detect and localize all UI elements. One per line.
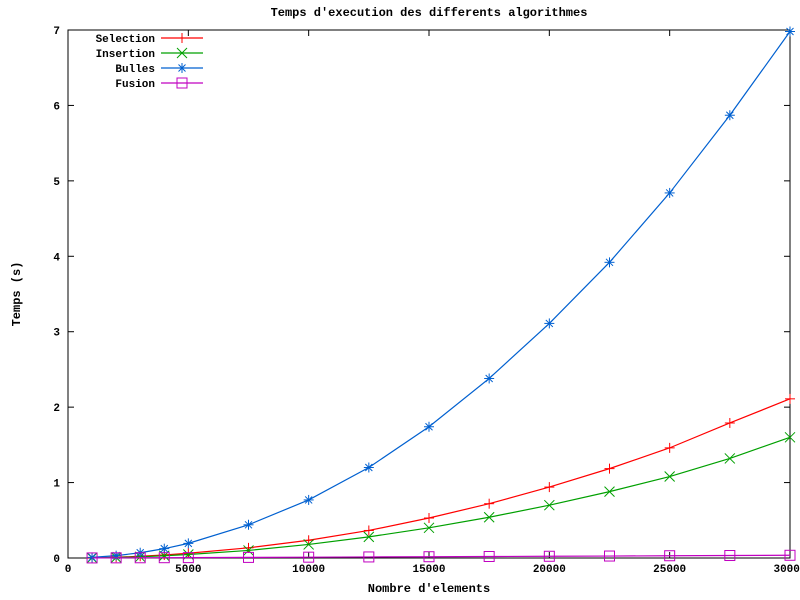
y-tick-label: 0 xyxy=(53,554,60,566)
series-fusion xyxy=(87,550,795,563)
x-tick-label: 15000 xyxy=(412,564,445,576)
y-tick-label: 3 xyxy=(53,328,60,340)
legend-label: Selection xyxy=(96,34,155,46)
series-line xyxy=(92,437,790,558)
chart-title: Temps d'execution des differents algorit… xyxy=(271,6,588,20)
x-tick-label: 25000 xyxy=(653,564,686,576)
x-tick-label: 20000 xyxy=(533,564,566,576)
x-tick-label: 10000 xyxy=(292,564,325,576)
legend-label: Bulles xyxy=(115,64,155,76)
y-tick-label: 7 xyxy=(53,26,60,38)
series-line xyxy=(92,399,790,558)
legend-marker xyxy=(177,33,187,43)
x-axis-label: Nombre d'elements xyxy=(368,582,490,596)
x-tick-label: 0 xyxy=(65,564,72,576)
series-selection xyxy=(87,394,795,563)
x-tick-label: 30000 xyxy=(773,564,800,576)
legend-marker xyxy=(177,63,187,73)
y-tick-label: 6 xyxy=(53,101,60,113)
y-axis-label: Temps (s) xyxy=(10,262,24,327)
y-tick-label: 2 xyxy=(53,403,60,415)
series-bulles xyxy=(87,27,795,563)
legend-label: Fusion xyxy=(115,79,155,91)
x-tick-label: 5000 xyxy=(175,564,201,576)
chart-svg: 0 5000 10000 15000 20000 25000 30000 0 1 2 3 4 5 6 7 Te… xyxy=(0,0,800,600)
chart-container: 0 5000 10000 15000 20000 25000 30000 0 1 2 3 4 5 6 7 Te… xyxy=(0,0,800,600)
legend-label: Insertion xyxy=(96,49,155,61)
y-tick-label: 1 xyxy=(53,479,60,491)
y-tick-label: 5 xyxy=(53,177,60,189)
y-tick-label: 4 xyxy=(53,252,60,264)
plot-border xyxy=(68,30,790,558)
series-line xyxy=(92,32,790,558)
